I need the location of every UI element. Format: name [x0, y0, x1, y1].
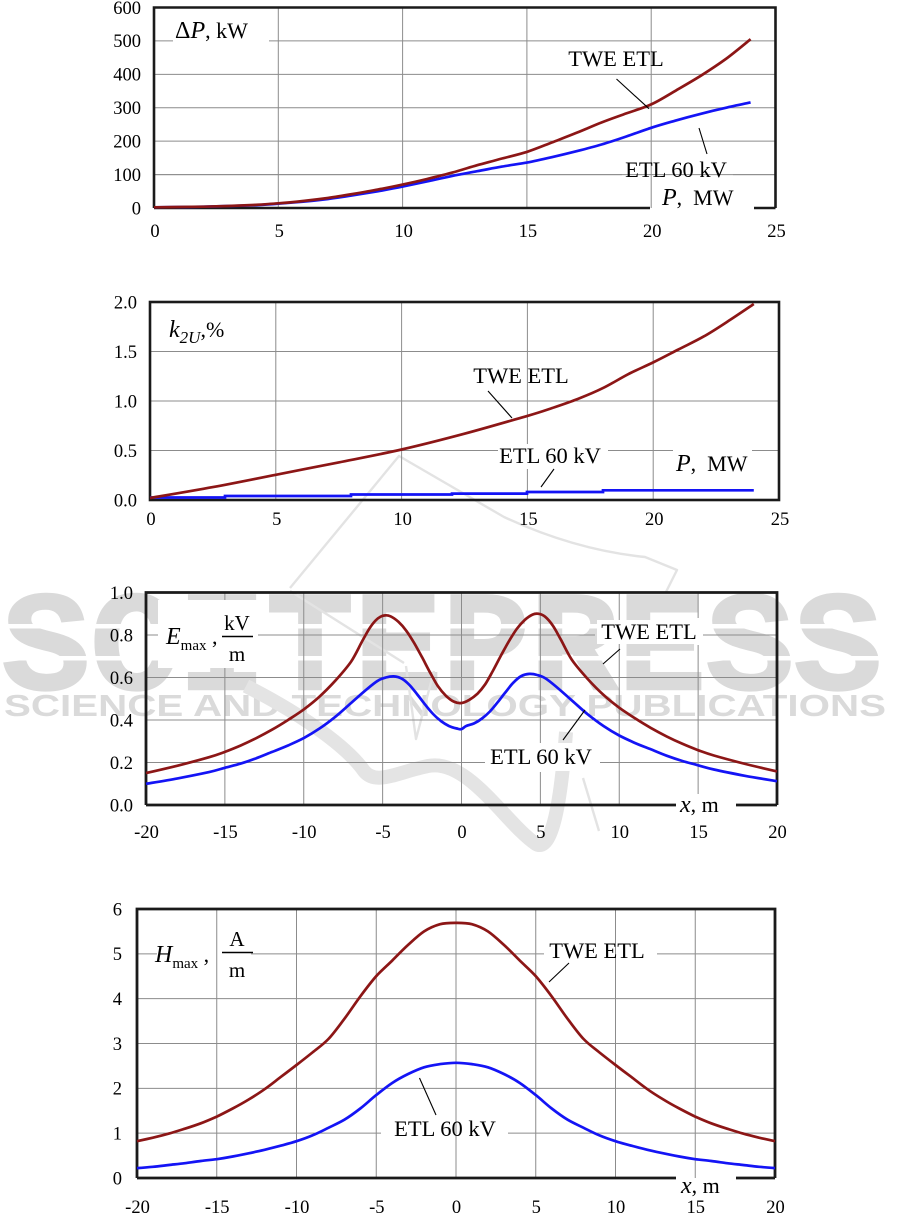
svg-text:A: A: [229, 927, 245, 951]
svg-text:0: 0: [113, 1169, 122, 1189]
svg-text:400: 400: [113, 66, 141, 86]
svg-text:100: 100: [113, 166, 141, 186]
svg-text:20: 20: [768, 823, 787, 843]
svg-text:ΔP, kW: ΔP, kW: [175, 18, 248, 44]
svg-text:ETL 60 kV: ETL 60 kV: [499, 443, 601, 468]
svg-text:m: m: [229, 642, 245, 666]
svg-text:0.0: 0.0: [110, 796, 133, 816]
svg-text:20: 20: [643, 222, 662, 242]
svg-text:0.2: 0.2: [110, 754, 133, 774]
svg-text:-15: -15: [205, 1198, 230, 1218]
svg-text:TWE ETL: TWE ETL: [601, 619, 697, 644]
svg-text:x, m: x, m: [679, 792, 719, 818]
svg-text:kV: kV: [224, 611, 250, 635]
svg-text:20: 20: [766, 1198, 785, 1218]
svg-text:m: m: [229, 958, 245, 982]
svg-text:-20: -20: [125, 1198, 150, 1218]
svg-text:600: 600: [113, 0, 141, 19]
svg-text:0.6: 0.6: [110, 669, 133, 689]
svg-text:0: 0: [146, 510, 155, 530]
svg-text:ETL 60 kV: ETL 60 kV: [490, 744, 592, 769]
svg-text:25: 25: [771, 510, 790, 530]
svg-text:ETL 60 kV: ETL 60 kV: [625, 157, 727, 182]
svg-text:-15: -15: [213, 823, 238, 843]
svg-text:1.0: 1.0: [114, 392, 137, 412]
svg-text:2.0: 2.0: [114, 293, 137, 313]
svg-text:3: 3: [113, 1035, 122, 1055]
svg-text:4: 4: [113, 990, 122, 1010]
svg-text:TWE ETL: TWE ETL: [473, 363, 569, 388]
svg-text:5: 5: [272, 510, 281, 530]
svg-text:10: 10: [393, 510, 412, 530]
svg-text:0.0: 0.0: [114, 491, 137, 511]
svg-text:200: 200: [113, 133, 141, 153]
svg-text:x, m: x, m: [680, 1173, 720, 1199]
svg-text:0.5: 0.5: [114, 442, 137, 462]
svg-text:10: 10: [611, 823, 630, 843]
svg-text:1.5: 1.5: [114, 343, 137, 363]
svg-text:15: 15: [519, 222, 538, 242]
svg-text:-20: -20: [134, 823, 159, 843]
svg-text:20: 20: [645, 510, 664, 530]
svg-text:-5: -5: [375, 823, 390, 843]
svg-text:5: 5: [113, 945, 122, 965]
svg-text:0: 0: [150, 222, 159, 242]
svg-text:P, MW: P, MW: [661, 185, 734, 211]
svg-text:P, MW: P, MW: [675, 451, 748, 477]
svg-text:15: 15: [519, 510, 538, 530]
svg-text:-10: -10: [292, 823, 317, 843]
svg-text:15: 15: [689, 823, 708, 843]
svg-text:0: 0: [452, 1198, 461, 1218]
svg-text:5: 5: [532, 1198, 541, 1218]
svg-text:5: 5: [536, 823, 545, 843]
svg-text:0.8: 0.8: [110, 626, 133, 646]
svg-text:5: 5: [275, 222, 284, 242]
svg-text:1.0: 1.0: [110, 584, 133, 604]
svg-text:15: 15: [687, 1198, 706, 1218]
svg-text:10: 10: [394, 222, 413, 242]
svg-text:25: 25: [767, 222, 786, 242]
svg-text:0: 0: [457, 823, 466, 843]
svg-text:TWE ETL: TWE ETL: [568, 46, 664, 71]
svg-text:-5: -5: [369, 1198, 384, 1218]
svg-text:SCITEPRESS: SCITEPRESS: [2, 571, 882, 732]
svg-text:ETL 60 kV: ETL 60 kV: [394, 1116, 496, 1141]
svg-text:500: 500: [113, 32, 141, 52]
svg-text:10: 10: [607, 1198, 626, 1218]
svg-text:0: 0: [132, 199, 141, 219]
svg-text:1: 1: [113, 1125, 122, 1145]
svg-text:2: 2: [113, 1080, 122, 1100]
svg-text:6: 6: [113, 900, 122, 920]
svg-text:TWE ETL: TWE ETL: [549, 938, 645, 963]
svg-text:0.4: 0.4: [110, 711, 133, 731]
svg-text:-10: -10: [285, 1198, 310, 1218]
svg-text:300: 300: [113, 99, 141, 119]
